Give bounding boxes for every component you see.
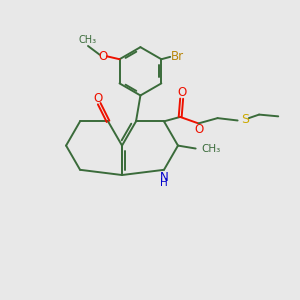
Text: CH₃: CH₃ xyxy=(201,143,220,154)
Text: O: O xyxy=(93,92,102,105)
Text: S: S xyxy=(241,113,249,126)
Text: O: O xyxy=(177,86,186,99)
Text: Br: Br xyxy=(171,50,184,63)
Text: N: N xyxy=(160,171,168,184)
Text: O: O xyxy=(194,123,203,136)
Text: O: O xyxy=(98,50,107,63)
Text: CH₃: CH₃ xyxy=(78,34,97,44)
Text: H: H xyxy=(160,178,168,188)
